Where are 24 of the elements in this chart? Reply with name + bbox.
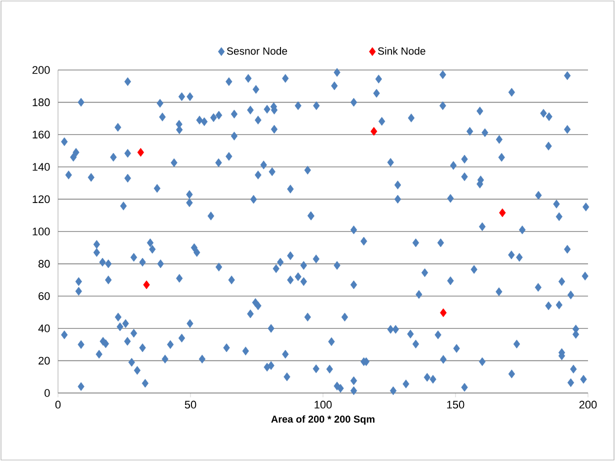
y-tick-label: 180 bbox=[32, 98, 50, 106]
y-tick-label: 140 bbox=[32, 163, 50, 171]
point bbox=[143, 280, 150, 290]
y-tick-label: 120 bbox=[32, 195, 50, 204]
y-tick-label: 60 bbox=[38, 292, 50, 300]
point bbox=[499, 208, 506, 218]
y-tick-label: 40 bbox=[38, 324, 50, 332]
y-tick-label: 20 bbox=[38, 356, 50, 365]
point bbox=[137, 148, 144, 157]
y-tick-label: 100 bbox=[32, 228, 50, 236]
legend-label: Sink Node bbox=[378, 47, 426, 55]
x-tick-label: 200 bbox=[579, 400, 597, 409]
x-axis-title: Area of 200 * 200 Sqm bbox=[271, 415, 374, 425]
x-tick-label: 0 bbox=[55, 400, 61, 409]
point bbox=[440, 308, 447, 318]
y-tick-label: 80 bbox=[38, 260, 50, 268]
y-tick-label: 160 bbox=[32, 130, 50, 138]
x-tick-label: 100 bbox=[314, 400, 332, 409]
y-tick-label: 0 bbox=[44, 389, 50, 397]
x-tick-label: 50 bbox=[184, 400, 196, 409]
y-tick-label: 200 bbox=[32, 66, 50, 74]
point bbox=[370, 126, 378, 136]
x-tick-label: 150 bbox=[447, 400, 464, 409]
legend-label: Sesnor Node bbox=[226, 47, 288, 55]
